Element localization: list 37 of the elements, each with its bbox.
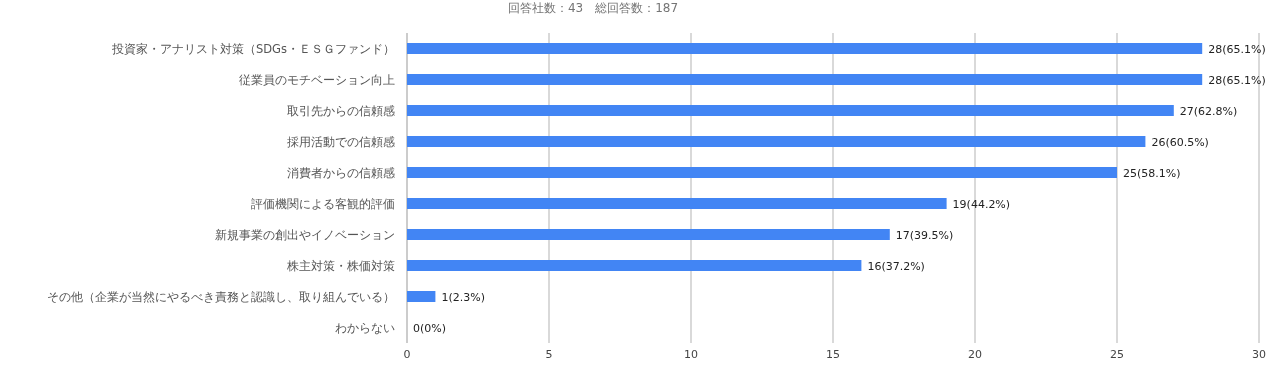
bar — [407, 167, 1117, 178]
data-label: 25(58.1%) — [1123, 166, 1181, 180]
data-label: 27(62.8%) — [1179, 104, 1238, 118]
data-label: 1(2.3%) — [441, 290, 485, 304]
x-tick-label: 15 — [826, 348, 840, 361]
y-tick-label: わからない — [335, 320, 395, 335]
y-tick-label: 新規事業の創出やイノベーション — [215, 227, 395, 242]
y-tick-label: 採用活動での信頼感 — [287, 134, 395, 149]
x-tick-label: 20 — [968, 348, 982, 361]
x-tick-label: 0 — [403, 348, 411, 361]
data-label: 26(60.5%) — [1151, 135, 1209, 149]
data-label: 16(37.2%) — [867, 259, 925, 273]
bar — [407, 74, 1203, 85]
bar — [407, 43, 1203, 54]
data-label: 17(39.5%) — [895, 228, 954, 242]
bar — [407, 105, 1174, 116]
data-label: 0(0%) — [413, 321, 447, 335]
x-tick-label: 10 — [684, 348, 698, 361]
y-tick-label: 投資家・アナリスト対策（SDGs・ＥＳＧファンド） — [110, 41, 395, 56]
x-tick-label: 5 — [545, 348, 553, 361]
bar — [407, 229, 890, 240]
y-tick-label: 消費者からの信頼感 — [287, 165, 395, 180]
bar — [407, 260, 862, 271]
y-tick-label: その他（企業が当然にやるべき責務と認識し、取り組んでいる） — [47, 289, 395, 304]
y-tick-label: 株主対策・株価対策 — [286, 258, 395, 273]
bar — [407, 136, 1146, 147]
y-tick-label: 取引先からの信頼感 — [287, 103, 395, 118]
y-tick-label: 評価機関による客観的評価 — [251, 196, 395, 211]
bar — [407, 198, 947, 209]
data-label: 28(65.1%) — [1208, 73, 1266, 87]
chart-title: 回答社数：43 総回答数：187 — [507, 1, 679, 15]
data-label: 19(44.2%) — [952, 197, 1011, 211]
x-tick-label: 25 — [1110, 348, 1124, 361]
data-label: 28(65.1%) — [1208, 42, 1266, 56]
x-tick-label: 30 — [1252, 348, 1266, 361]
bar — [407, 291, 436, 302]
y-tick-label: 従業員のモチベーション向上 — [239, 72, 395, 87]
